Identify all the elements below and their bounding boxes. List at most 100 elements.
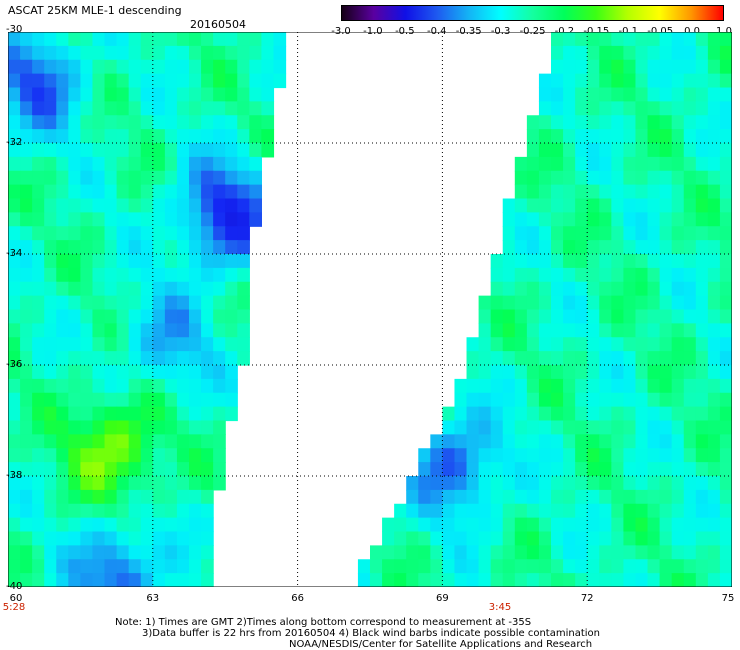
heatmap-cell [104, 143, 118, 158]
heatmap-cell [128, 545, 142, 560]
heatmap-cell [213, 240, 226, 255]
heatmap-cell [80, 226, 94, 241]
heatmap-cell [502, 489, 516, 505]
heatmap-cell [44, 254, 57, 269]
heatmap-cell [128, 378, 142, 394]
heatmap-cell [176, 573, 190, 587]
heatmap-cell [8, 406, 21, 422]
heatmap-cell [201, 267, 214, 283]
heatmap-cell [92, 170, 106, 186]
heatmap-cell [538, 156, 552, 172]
heatmap-cell [56, 59, 69, 75]
heatmap-cell [164, 462, 178, 477]
heatmap-plot [8, 32, 732, 587]
heatmap-cell [80, 517, 94, 533]
heatmap-cell [152, 337, 166, 352]
heatmap-cell [430, 545, 443, 560]
heatmap-cell [201, 476, 214, 491]
heatmap-cell [611, 226, 624, 241]
heatmap-cell [44, 365, 57, 380]
heatmap-cell [538, 254, 552, 269]
heatmap-cell [176, 476, 190, 491]
heatmap-cell [454, 476, 468, 491]
heatmap-cell [599, 406, 612, 422]
heatmap-cell [152, 545, 166, 560]
heatmap-cell [719, 115, 732, 130]
heatmap-cell [671, 240, 685, 255]
heatmap-cell [225, 267, 238, 283]
heatmap-cell [478, 503, 492, 519]
heatmap-cell [599, 392, 612, 408]
heatmap-cell [671, 212, 685, 227]
heatmap-cell [225, 115, 238, 130]
heatmap-cell [237, 73, 250, 89]
heatmap-cell [418, 559, 431, 574]
heatmap-cell [599, 323, 612, 338]
heatmap-cell [213, 87, 226, 102]
heatmap-cell [466, 559, 480, 574]
heatmap-cell [44, 462, 57, 477]
heatmap-cell [44, 489, 57, 505]
heatmap-cell [611, 573, 624, 587]
heatmap-cell [647, 212, 661, 227]
heatmap-cell [599, 115, 612, 130]
heatmap-cell [164, 184, 178, 200]
heatmap-cell [8, 184, 21, 200]
heatmap-cell [20, 254, 33, 269]
heatmap-cell [538, 476, 552, 491]
heatmap-cell [659, 462, 673, 477]
heatmap-cell [20, 351, 33, 366]
heatmap-cell [466, 378, 480, 394]
heatmap-cell [92, 73, 106, 89]
heatmap-cell [442, 489, 456, 505]
heatmap-cell [454, 434, 468, 449]
heatmap-cell [514, 517, 528, 533]
heatmap-cell [671, 434, 685, 449]
heatmap-cell [659, 184, 673, 200]
heatmap-cell [695, 212, 709, 227]
heatmap-cell [430, 503, 443, 519]
heatmap-cell [695, 545, 709, 560]
heatmap-cell [225, 365, 238, 380]
heatmap-cell [8, 212, 21, 227]
heatmap-cell [80, 406, 94, 422]
heatmap-cell [683, 559, 697, 574]
heatmap-cell [623, 184, 637, 200]
heatmap-cell [551, 476, 564, 491]
heatmap-cell [514, 448, 528, 463]
heatmap-cell [671, 365, 685, 380]
note-line-1: Note: 1) Times are GMT 2)Times along bot… [115, 617, 532, 628]
heatmap-cell [587, 101, 600, 116]
heatmap-cell [695, 156, 709, 172]
heatmap-cell [164, 309, 178, 324]
heatmap-cell [563, 59, 576, 75]
heatmap-cell [611, 115, 624, 130]
heatmap-cell [140, 129, 154, 144]
heatmap-cell [538, 337, 552, 352]
heatmap-cell [611, 365, 624, 380]
heatmap-cell [92, 448, 106, 463]
heatmap-cell [152, 434, 166, 449]
heatmap-cell [671, 378, 685, 394]
heatmap-cell [538, 378, 552, 394]
heatmap-cell [563, 476, 576, 491]
heatmap-cell [80, 184, 94, 200]
heatmap-cell [647, 115, 661, 130]
heatmap-cell [599, 32, 612, 47]
heatmap-cell [20, 406, 33, 422]
heatmap-cell [213, 156, 226, 172]
heatmap-cell [116, 462, 130, 477]
heatmap-cell [611, 59, 624, 75]
heatmap-cell [32, 59, 45, 75]
heatmap-cell [140, 365, 154, 380]
heatmap-cell [92, 212, 106, 227]
heatmap-cell [44, 87, 57, 102]
heatmap-cell [80, 87, 94, 102]
heatmap-cell [140, 240, 154, 255]
heatmap-cell [213, 420, 226, 435]
heatmap-cell [623, 420, 637, 435]
heatmap-cell [526, 531, 540, 546]
heatmap-cell [152, 281, 166, 297]
heatmap-cell [237, 226, 250, 241]
heatmap-cell [478, 365, 492, 380]
